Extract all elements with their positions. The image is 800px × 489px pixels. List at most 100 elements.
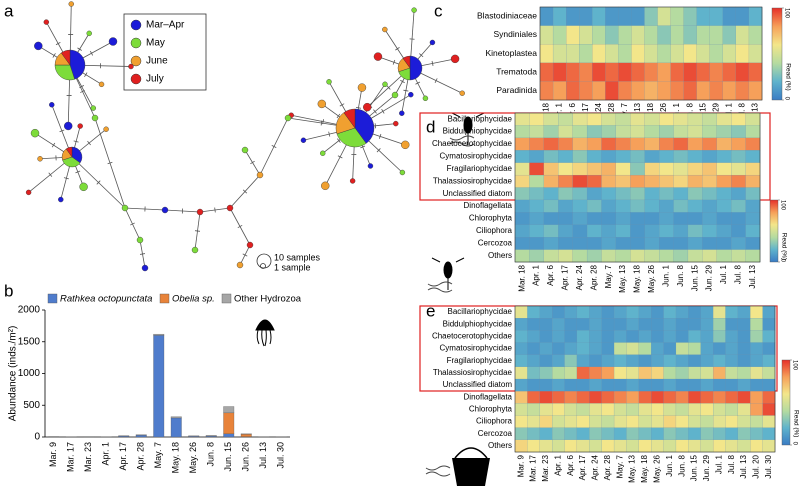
haplotype-node [90,105,97,111]
column-label: Jun. 8 [676,264,685,286]
heatmap-cell [638,330,652,343]
heatmap-cell [552,427,565,441]
heatmap-cell [745,125,761,139]
haplotype-node [399,169,406,176]
heatmap-cell [552,305,565,319]
heatmap-cell [712,366,726,380]
heatmap-cell [601,391,615,404]
heatmap-cell [670,25,685,45]
heatmap-cell [663,427,677,441]
bar-segment [153,333,165,336]
heatmap-cell [722,62,737,82]
heatmap-cell [644,162,660,176]
heatmap-cell [558,174,574,188]
heatmap-cell [675,305,689,319]
heatmap-cell [670,6,685,26]
heatmap-cell [716,174,732,188]
row-label: Others [488,251,512,260]
heatmap-cell [638,378,652,392]
haplotype-node [196,208,204,216]
heatmap-cell [651,342,664,356]
heatmap-cell [514,212,530,226]
scale-circle [256,253,272,269]
heatmap-cell [675,330,689,343]
heatmap-cell [601,305,615,319]
mutation-hash [322,119,325,125]
heatmap-cell [745,162,761,176]
column-label: Apr. 1 [532,264,541,285]
heatmap-cell [673,125,689,139]
heatmap-cell [601,199,617,213]
heatmap-cell [737,391,751,404]
x-tick-label: Apr. 17 [118,442,128,471]
column-label: Apr. 24 [575,264,584,290]
heatmap-cell [514,439,528,453]
haplotype-node [411,7,417,13]
heatmap-cell [586,212,602,226]
heatmap-cell [589,330,603,343]
heatmap-cell [552,378,565,392]
mutation-hash [271,145,277,148]
heatmap-cell [651,415,664,429]
heatmap-cell [638,354,652,368]
heatmap-cell [631,81,645,101]
heatmap-cell [576,427,590,441]
heatmap-cell [564,427,578,441]
heatmap-cell [539,342,553,356]
heatmap-cell [702,150,718,164]
heatmap-cell [638,366,652,380]
heatmap-cell [539,318,553,331]
heatmap-cell [688,391,702,404]
mutation-hash [73,140,79,143]
haplotype-wedge [336,127,367,148]
heatmap-cell [644,137,660,151]
haplotype-node [399,110,405,116]
heatmap-cell [601,125,617,139]
heatmap-cell [576,330,590,343]
heatmap-cell [716,224,732,238]
mutation-hash [355,106,362,109]
heatmap-cell [514,391,528,404]
heatmap-cell [613,354,627,368]
heatmap-cell [644,125,660,139]
heatmap-cell [586,150,602,164]
row-label: Dinoflagellata [464,201,513,210]
colorbar-label: Read (%) [784,63,791,90]
heatmap-cell [657,81,671,101]
colorbar [771,7,783,101]
haplotype-node [141,264,149,272]
heatmap-cell [638,391,652,404]
haplotype-node [459,90,465,96]
scale-circle [260,263,266,269]
heatmap-cell [626,366,640,380]
heatmap-cell [663,330,677,343]
heatmap-cell [514,330,528,343]
haplotype-wedge [69,49,86,80]
row-label: Chaetocerotophycidae [432,332,513,341]
column-label: Jun. 1 [661,264,670,286]
column-label: Apr. 6 [546,264,555,285]
haplotype-node [367,163,374,169]
row-label: Kinetoplastea [485,48,537,58]
heatmap-cell [712,427,726,441]
mutation-hash [214,207,216,213]
heatmap-cell [709,25,724,45]
heatmap-cell [745,212,761,226]
colorbar-tick-label: 0 [779,259,785,263]
heatmap-cell [601,378,615,392]
row-label: Biddulphiophycidae [443,319,513,328]
heatmap-cell [626,342,640,356]
haplotype-node [321,181,330,190]
heatmap-cell [527,427,541,441]
heatmap-cell [601,366,615,380]
heatmap-cell [700,391,714,404]
haplotype-node [191,246,199,254]
heatmap-cell [539,354,553,368]
haplotype-node [300,137,307,143]
heatmap-cell [663,415,677,429]
column-label: Jun. 15 [690,264,699,291]
heatmap-cell [659,112,674,126]
heatmap-cell [675,378,689,392]
heatmap-cell [748,25,763,45]
heatmap-cell [601,403,615,416]
